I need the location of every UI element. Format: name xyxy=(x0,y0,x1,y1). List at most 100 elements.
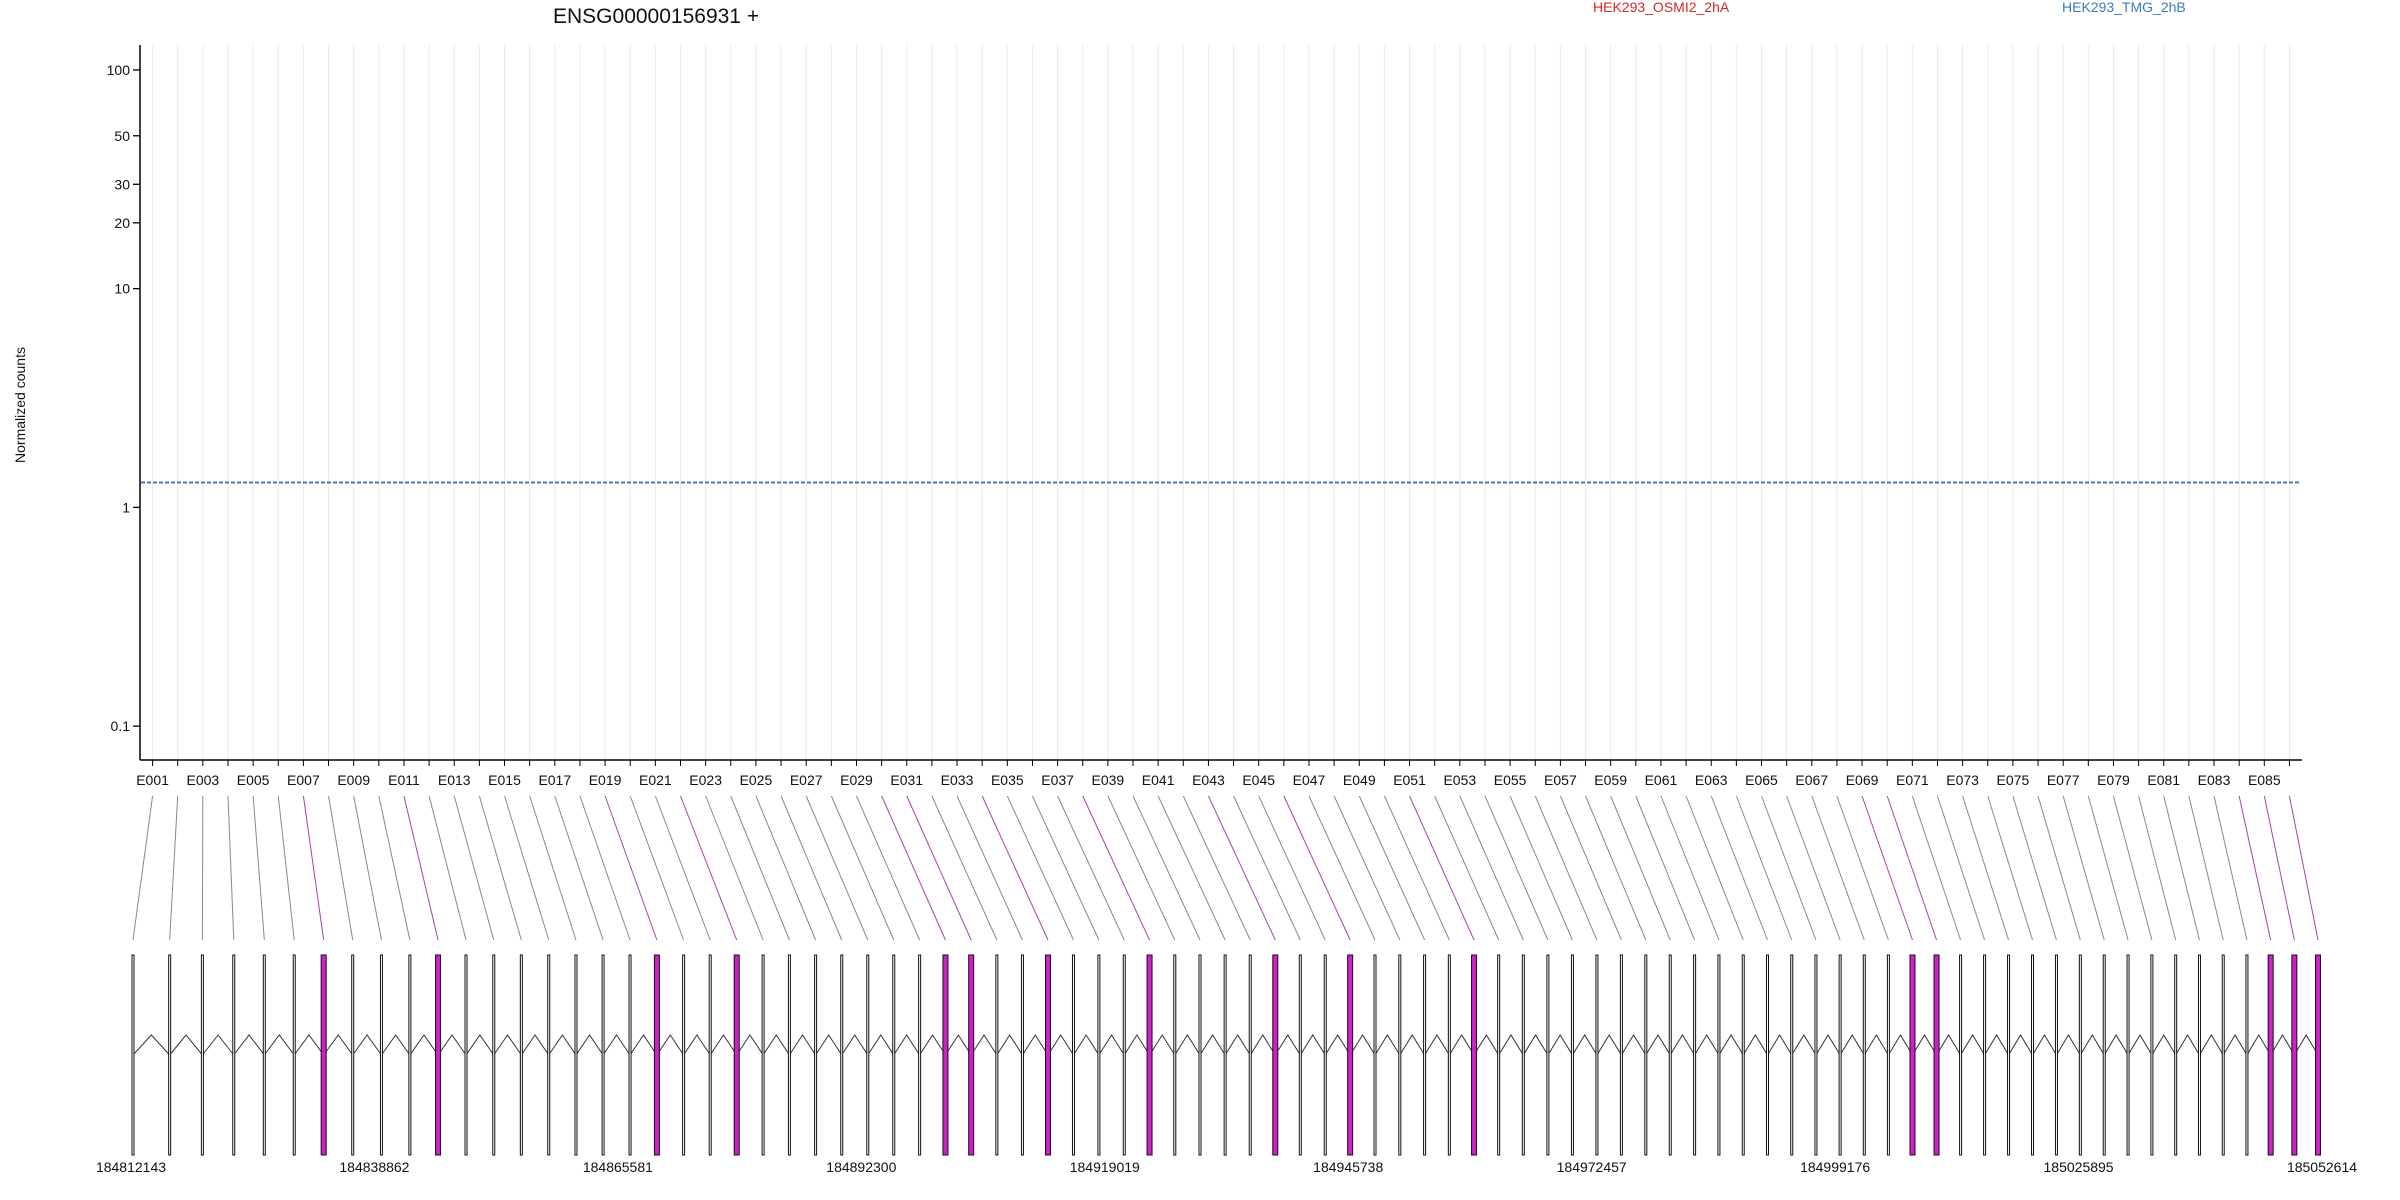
x-tick-label: E057 xyxy=(1544,772,1577,788)
exon-box xyxy=(1933,954,1940,1156)
intron-line xyxy=(1669,1034,1696,1056)
intron-line xyxy=(841,1034,869,1056)
intron-line xyxy=(788,1034,817,1056)
intron-line xyxy=(2103,1034,2129,1056)
intron-line xyxy=(602,1034,631,1056)
exon-box xyxy=(1347,954,1354,1156)
exon-box xyxy=(1644,954,1648,1156)
exon-box xyxy=(2102,954,2106,1156)
intron-line xyxy=(1374,1034,1401,1056)
exon-connector xyxy=(1333,795,1401,941)
exon-connector xyxy=(2288,795,2319,941)
x-tick-label: E071 xyxy=(1896,772,1929,788)
exon-connector xyxy=(780,795,843,941)
exon-box xyxy=(733,954,740,1156)
intron-line xyxy=(548,1034,577,1056)
exon-connector xyxy=(1082,795,1151,941)
exon-connector xyxy=(504,795,550,941)
intron-line xyxy=(352,1034,382,1056)
x-tick-label: E067 xyxy=(1795,772,1828,788)
exon-connector xyxy=(554,795,604,941)
exon-connector xyxy=(2213,795,2248,941)
exon-box xyxy=(547,954,551,1156)
exon-box xyxy=(1595,954,1599,1156)
exon-connector xyxy=(378,795,411,941)
exon-connector xyxy=(1107,795,1176,941)
vertical-gridlines xyxy=(152,45,2290,760)
intron-line xyxy=(323,1034,354,1056)
exon-box xyxy=(787,954,791,1156)
intron-line xyxy=(996,1034,1023,1056)
intron-line xyxy=(1863,1034,1889,1056)
intron-line xyxy=(2127,1034,2153,1056)
exon-connector xyxy=(755,795,817,941)
exon-connector xyxy=(1132,795,1201,941)
intron-line xyxy=(1249,1034,1276,1056)
exon-connector xyxy=(830,795,895,941)
exon-connector xyxy=(1459,795,1524,941)
exon-box xyxy=(1146,954,1153,1156)
x-tick-label: E031 xyxy=(890,772,923,788)
exon-connector xyxy=(1031,795,1100,941)
intron-line xyxy=(1522,1034,1549,1056)
intron-line xyxy=(1960,1034,1986,1056)
exon-connector xyxy=(1911,795,1962,941)
intron-line xyxy=(736,1034,764,1056)
exon-tick-labels: E001 E003 E005 E007 E009 E011 E013 E015 E017 E019… xyxy=(136,760,2290,788)
intron-line xyxy=(2079,1034,2105,1056)
intron-line xyxy=(2151,1034,2177,1056)
intron-line xyxy=(465,1034,495,1056)
exon-box xyxy=(601,954,605,1156)
exon-connector xyxy=(169,795,179,941)
y-tick-label: 0.1 xyxy=(111,718,131,734)
intron-line xyxy=(1047,1034,1074,1056)
intron-line xyxy=(437,1034,467,1056)
x-tick-label: E033 xyxy=(941,772,974,788)
x-tick-label: E077 xyxy=(2047,772,2080,788)
x-tick-label: E029 xyxy=(840,772,873,788)
exon-box xyxy=(292,954,296,1156)
exon-box xyxy=(435,954,442,1156)
intron-line xyxy=(493,1034,522,1056)
exon-box xyxy=(379,954,383,1156)
exon-connector xyxy=(1006,795,1074,941)
exon-box xyxy=(1862,954,1866,1156)
exon-connector xyxy=(1409,795,1475,941)
intron-line xyxy=(1718,1034,1744,1056)
exon-connector xyxy=(931,795,998,941)
intron-line xyxy=(2175,1034,2200,1056)
exon-box xyxy=(1373,954,1377,1156)
exon-connector xyxy=(981,795,1049,941)
exon-connector xyxy=(1383,795,1450,941)
genomic-tick-label: 184838862 xyxy=(339,1159,409,1175)
intron-line xyxy=(815,1034,843,1056)
y-tick-label: 100 xyxy=(107,62,131,78)
y-axis-label: Normalized counts xyxy=(12,347,28,463)
exon-box xyxy=(131,954,135,1156)
exon-box xyxy=(1790,954,1794,1156)
intron-line xyxy=(2056,1034,2081,1056)
x-tick-label: E059 xyxy=(1594,772,1627,788)
intron-line xyxy=(520,1034,550,1056)
exon-connector xyxy=(1836,795,1889,941)
exon-box xyxy=(1398,954,1402,1156)
exon-box xyxy=(574,954,578,1156)
intron-line xyxy=(1645,1034,1671,1056)
intron-line xyxy=(409,1034,439,1056)
exon-box xyxy=(408,954,412,1156)
exon-box xyxy=(1044,954,1051,1156)
exon-connector xyxy=(302,795,325,941)
exon-box xyxy=(918,954,922,1156)
exon-box xyxy=(1198,954,1202,1156)
x-tick-label: E037 xyxy=(1041,772,1074,788)
exon-connector xyxy=(1434,795,1500,941)
exon-connector xyxy=(1685,795,1744,941)
intron-line xyxy=(683,1034,711,1056)
exon-connector xyxy=(132,795,154,941)
exon-connector xyxy=(1761,795,1817,941)
intron-line xyxy=(919,1034,946,1056)
x-tick-label: E027 xyxy=(790,772,823,788)
exon-box xyxy=(2031,954,2035,1156)
x-tick-label: E043 xyxy=(1192,772,1225,788)
